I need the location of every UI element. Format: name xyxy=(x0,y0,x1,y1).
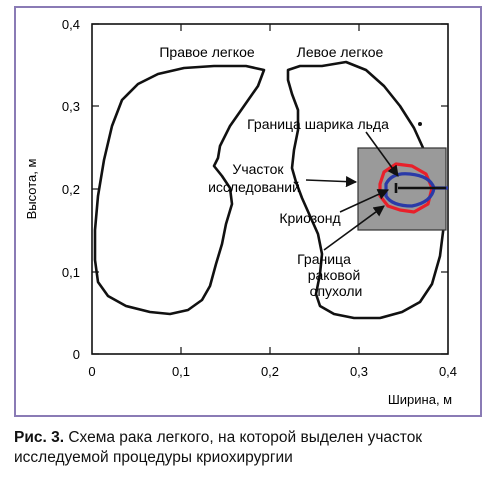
x-tick-label: 0,2 xyxy=(261,364,279,379)
study-area-label-line2: исследований xyxy=(208,179,300,195)
left-lung-outline xyxy=(286,60,446,320)
ice-ball-label: Граница шарика льда xyxy=(247,116,389,132)
y-axis-label: Высота, м xyxy=(24,159,39,220)
cryoprobe-leader xyxy=(339,189,390,213)
ice-ball-leader xyxy=(365,131,399,177)
caption-label: Рис. 3. xyxy=(14,429,65,446)
y-tick-label: 0,4 xyxy=(62,17,80,32)
tumor-leader xyxy=(323,205,385,251)
marker-dot xyxy=(418,122,422,126)
y-tick-label: 0,3 xyxy=(62,99,80,114)
y-tick-label: 0 xyxy=(73,347,80,362)
right-lung-label: Правое легкое xyxy=(159,44,255,60)
x-tick-label: 0,3 xyxy=(350,364,368,379)
tumor-label-line1: Граница xyxy=(297,251,351,267)
left-lung-label: Левое легкое xyxy=(297,44,384,60)
figure-frame xyxy=(14,6,482,417)
figure-caption: Рис. 3. Схема рака легкого, на которой в… xyxy=(14,428,484,468)
caption-text: Схема рака легкого, на которой выделен у… xyxy=(14,429,423,466)
x-axis-ticks xyxy=(180,24,360,354)
study-area-leader xyxy=(305,176,358,188)
tumor-label-line3: опухоли xyxy=(310,283,363,299)
x-tick-label: 0 xyxy=(88,364,95,379)
right-lung-outline xyxy=(93,64,266,316)
tumor-label-line2: раковой xyxy=(308,267,361,283)
cryoprobe-label: Криозонд xyxy=(279,210,340,226)
x-axis-label: Ширина, м xyxy=(388,392,452,407)
x-tick-label: 0,1 xyxy=(172,364,190,379)
y-tick-label: 0,2 xyxy=(62,182,80,197)
y-tick-label: 0,1 xyxy=(62,265,80,280)
x-tick-label: 0,4 xyxy=(439,364,457,379)
lung-diagram: 0 0,1 0,2 0,3 0,4 0 0,1 0,2 0,3 0,4 Высо… xyxy=(24,17,457,407)
study-area-label-line1: Участок xyxy=(232,161,284,177)
